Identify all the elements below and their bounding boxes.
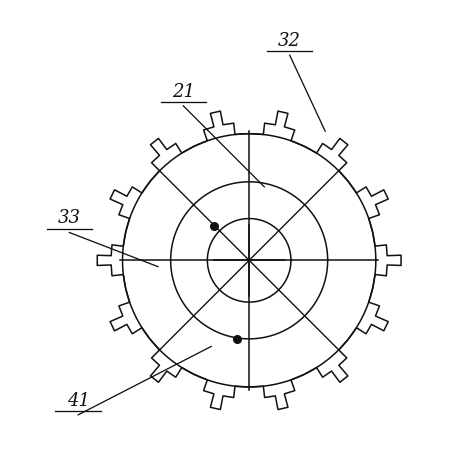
Text: 21: 21 <box>172 83 195 101</box>
Text: 41: 41 <box>67 392 90 410</box>
Text: 32: 32 <box>278 32 301 50</box>
Text: 33: 33 <box>58 210 81 227</box>
